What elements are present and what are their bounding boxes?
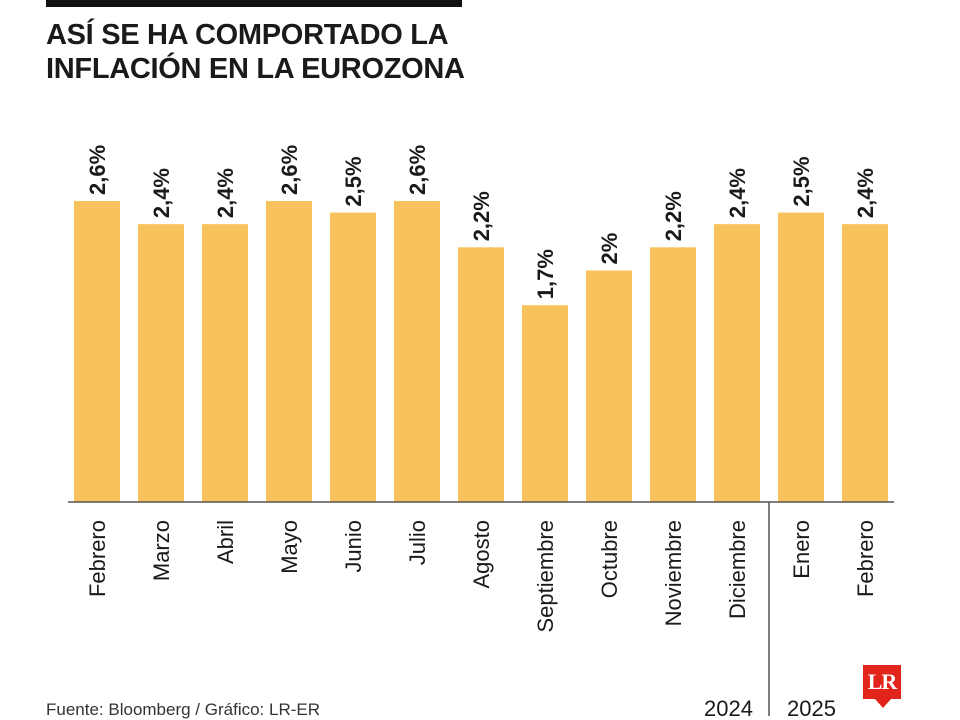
- chart-title: ASÍ SE HA COMPORTADO LA INFLACIÓN EN LA …: [46, 18, 465, 86]
- bar-value-label: 2,6%: [85, 145, 110, 195]
- category-label: Febrero: [85, 520, 110, 597]
- bar-value-label: 2,6%: [405, 145, 430, 195]
- bar: [394, 201, 440, 502]
- bar: [778, 212, 824, 503]
- bar-value-label: 1,7%: [533, 249, 558, 299]
- category-label: Enero: [789, 520, 814, 579]
- category-label: Octubre: [597, 520, 622, 598]
- lr-logo-tail: [875, 699, 891, 708]
- category-label: Diciembre: [725, 520, 750, 619]
- bar-value-label: 2,2%: [661, 191, 686, 241]
- year-label-2025: 2025: [787, 696, 836, 720]
- bar-value-label: 2,4%: [213, 168, 238, 218]
- bar-value-label: 2,5%: [789, 156, 814, 206]
- source-note: Fuente: Bloomberg / Gráfico: LR-ER: [46, 700, 321, 719]
- lr-logo: LR: [863, 665, 907, 709]
- category-label: Noviembre: [661, 520, 686, 626]
- category-label: Febrero: [853, 520, 878, 597]
- category-label: Junio: [341, 520, 366, 573]
- bar: [266, 201, 312, 502]
- category-label: Abril: [213, 520, 238, 564]
- bar: [138, 224, 184, 502]
- bar-value-label: 2,6%: [277, 145, 302, 195]
- bar-value-label: 2,4%: [149, 168, 174, 218]
- bar: [202, 224, 248, 502]
- category-label: Marzo: [149, 520, 174, 581]
- title-line-2: INFLACIÓN EN LA EUROZONA: [46, 53, 465, 85]
- bar: [458, 247, 504, 502]
- bar-value-label: 2,2%: [469, 191, 494, 241]
- bar: [330, 212, 376, 503]
- bar-value-label: 2%: [597, 233, 622, 265]
- bar: [586, 270, 632, 502]
- title-line-1: ASÍ SE HA COMPORTADO LA: [46, 19, 449, 51]
- bar-value-label: 2,4%: [853, 168, 878, 218]
- bar: [74, 201, 120, 502]
- bar-value-label: 2,5%: [341, 156, 366, 206]
- category-label: Mayo: [277, 520, 302, 574]
- bar-value-label: 2,4%: [725, 168, 750, 218]
- bar: [650, 247, 696, 502]
- category-label: Julio: [405, 520, 430, 565]
- bar: [842, 224, 888, 502]
- bar: [522, 305, 568, 502]
- lr-logo-box: LR: [863, 665, 901, 699]
- category-label: Agosto: [469, 520, 494, 589]
- year-label-2024: 2024: [704, 696, 753, 720]
- category-label: Septiembre: [533, 520, 558, 633]
- top-rule: [46, 0, 462, 7]
- bar: [714, 224, 760, 502]
